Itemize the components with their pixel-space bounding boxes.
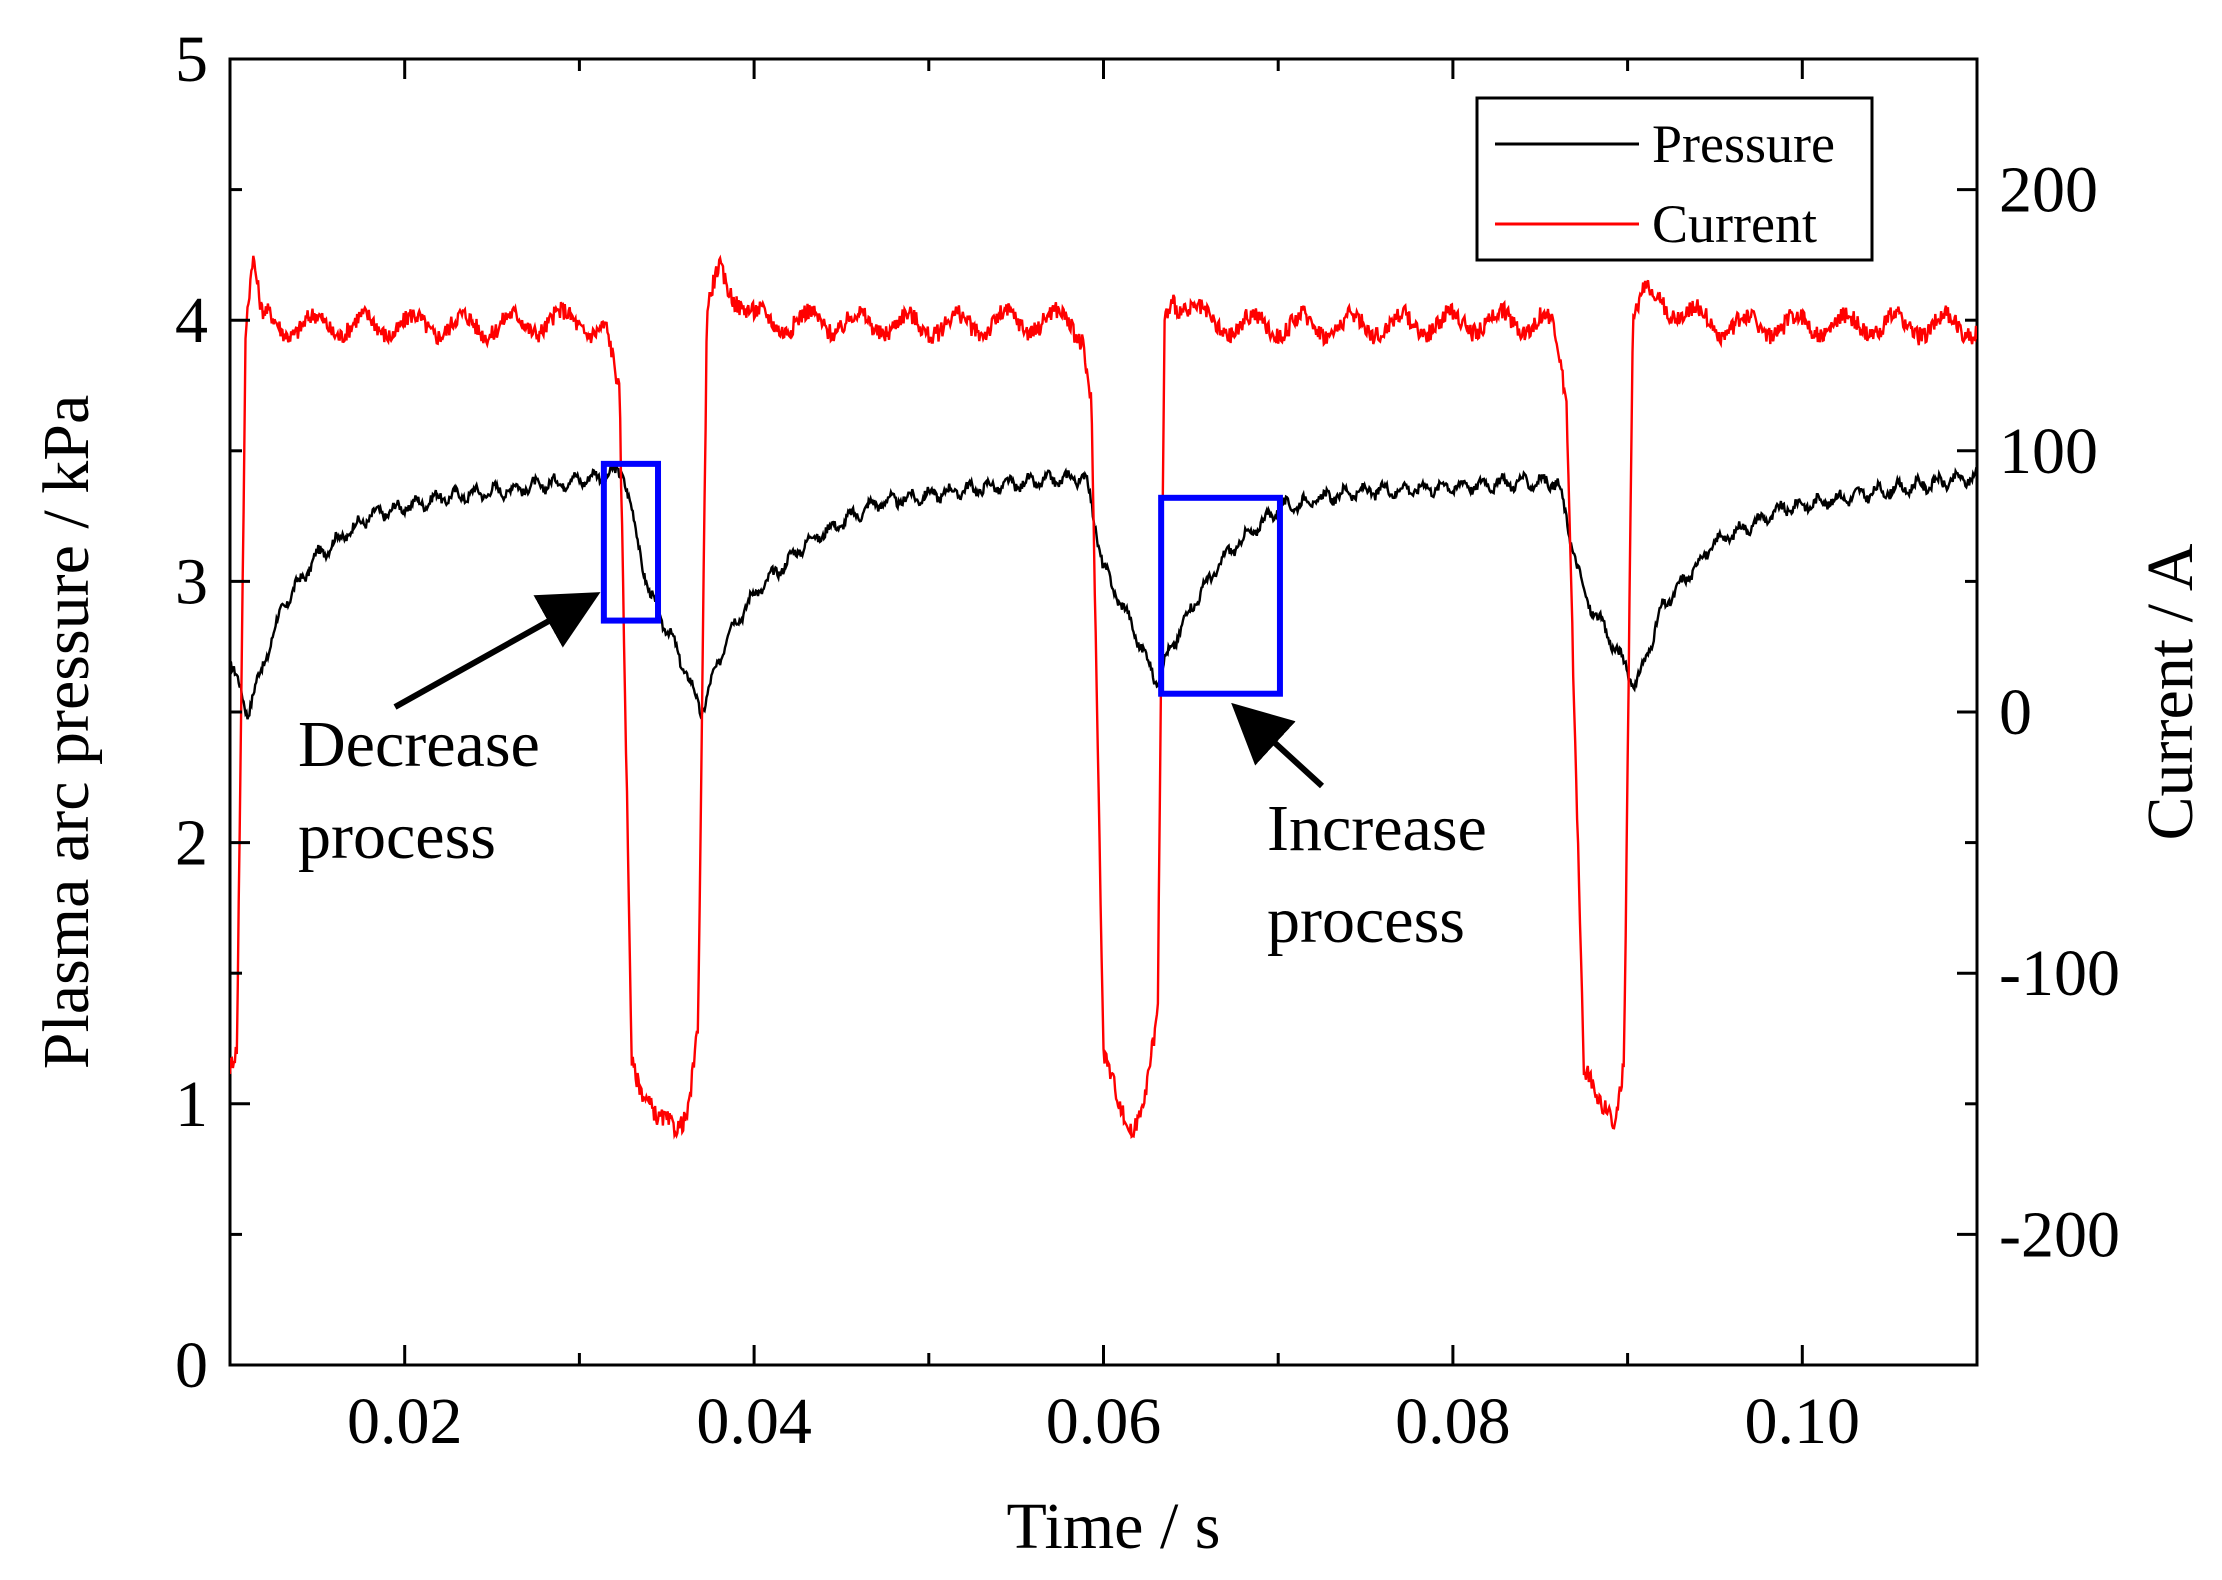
increase-process-label-line1: Increase [1267, 792, 1487, 865]
y-right-axis-title: Current / A [2134, 543, 2207, 840]
y-right-tick-label: -200 [1999, 1198, 2120, 1271]
y-left-tick-label: 3 [175, 545, 208, 618]
legend-box [1475, 96, 1874, 262]
annotation-group: Decrease process Increase process [298, 460, 1487, 957]
y-right-tick-label: -100 [1999, 937, 2120, 1010]
decrease-process-label-line2: process [298, 800, 496, 873]
y-left-tick-label: 5 [175, 23, 208, 96]
y-left-axis-title: Plasma arc pressure / kPa [30, 395, 103, 1069]
y-left-tick-label: 0 [175, 1329, 208, 1402]
y-right-tick-label: 100 [1999, 415, 2098, 488]
series-line-current [230, 254, 1977, 1140]
x-axis-title: Time / s [1007, 1490, 1221, 1563]
x-tick-label: 0.08 [1395, 1385, 1511, 1458]
series-line-pressure [230, 464, 1977, 720]
series-group [230, 254, 1977, 1140]
legend-label-current: Current [1652, 194, 1817, 254]
y-right-tick-label: 200 [1999, 154, 2098, 227]
axis-titles: Time / s Plasma arc pressure / kPa Current… [30, 395, 2207, 1563]
legend: Pressure Current [1475, 96, 1874, 262]
increase-process-box [1158, 494, 1283, 697]
ticks-group: 0.02 0.04 0.06 0.08 0.10 0 1 2 3 4 5 -200 -100 0 100 20… [175, 23, 2120, 1458]
increase-process-label-line2: process [1267, 884, 1465, 957]
decrease-process-arrow [393, 592, 601, 710]
y-left-tick-label: 1 [175, 1068, 208, 1141]
x-tick-label: 0.04 [696, 1385, 812, 1458]
legend-label-pressure: Pressure [1652, 114, 1835, 174]
y-left-tick-label: 2 [175, 807, 208, 880]
y-left-tick-label: 4 [175, 284, 208, 357]
y-right-tick-label: 0 [1999, 676, 2032, 749]
decrease-process-label-line1: Decrease [298, 708, 540, 781]
x-tick-label: 0.10 [1745, 1385, 1861, 1458]
decrease-process-box [600, 460, 662, 624]
increase-process-arrow [1231, 702, 1325, 789]
x-tick-label: 0.02 [347, 1385, 463, 1458]
x-tick-label: 0.06 [1046, 1385, 1162, 1458]
